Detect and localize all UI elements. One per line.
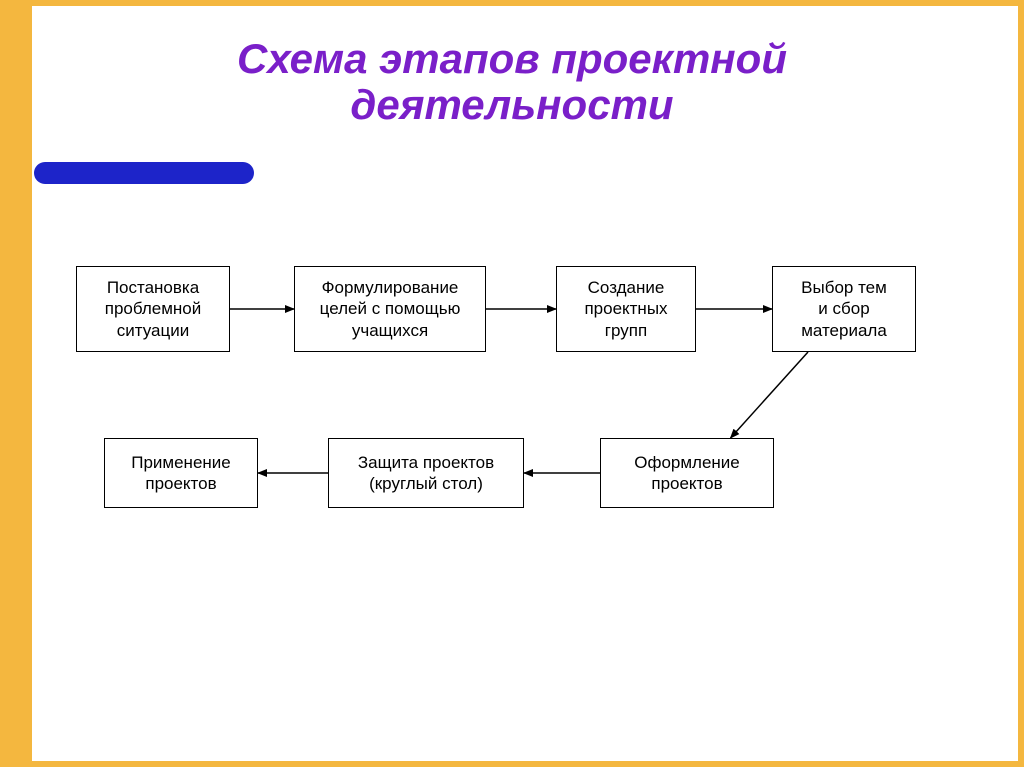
frame-top bbox=[0, 0, 1024, 6]
flow-node-n5: Оформление проектов bbox=[600, 438, 774, 508]
flow-node-n7: Применение проектов bbox=[104, 438, 258, 508]
frame-bottom bbox=[0, 761, 1024, 767]
page-title: Схема этапов проектной деятельности bbox=[0, 36, 1024, 128]
flow-edge-n4-n5 bbox=[731, 352, 809, 438]
flow-node-n3: Создание проектных групп bbox=[556, 266, 696, 352]
accent-bar bbox=[34, 162, 254, 184]
flow-node-n6: Защита проектов (круглый стол) bbox=[328, 438, 524, 508]
flow-node-n4: Выбор тем и сбор материала bbox=[772, 266, 916, 352]
flow-node-n2: Формулирование целей с помощью учащихся bbox=[294, 266, 486, 352]
flow-node-n1: Постановка проблемной ситуации bbox=[76, 266, 230, 352]
